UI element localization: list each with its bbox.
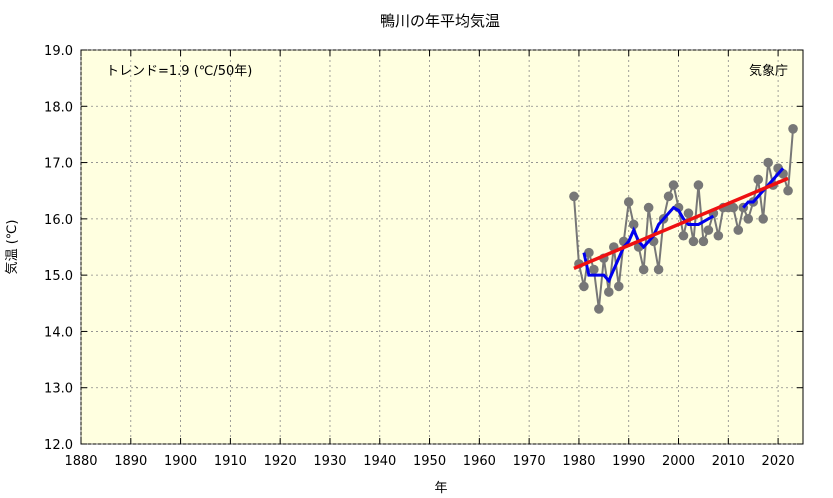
annual-point <box>628 219 639 230</box>
x-tick-label: 1930 <box>313 454 346 469</box>
moving-average-line <box>582 205 715 284</box>
annual-point <box>753 174 763 185</box>
annual-point <box>733 225 744 235</box>
annual-point <box>693 180 704 190</box>
y-tick-label: 12.0 <box>44 438 73 453</box>
y-tick-label: 13.0 <box>44 382 73 397</box>
annual-point <box>594 304 604 314</box>
annual-point <box>663 191 674 202</box>
annual-point <box>638 264 649 275</box>
series <box>569 124 798 314</box>
annual-point <box>683 208 694 219</box>
y-tick-label: 19.0 <box>44 44 73 59</box>
y-tick-label: 16.0 <box>44 213 73 228</box>
annual-point <box>728 202 739 213</box>
x-tick-label: 1910 <box>214 454 247 469</box>
x-tick-label: 2000 <box>662 454 695 469</box>
plot-area <box>80 49 804 445</box>
y-axis-label: 気温 (℃) <box>4 220 20 275</box>
x-tick-label: 1890 <box>114 454 147 469</box>
annual-point <box>584 247 594 258</box>
annual-point <box>579 281 589 292</box>
x-tick-label: 1880 <box>64 454 97 469</box>
y-tick-label: 15.0 <box>44 269 73 284</box>
y-tick-label: 17.0 <box>44 157 73 172</box>
annual-point <box>783 185 793 196</box>
trend-annotation: トレンド=1.9 (℃/50年) <box>106 64 252 79</box>
x-tick-label: 1950 <box>413 454 446 469</box>
annual-point <box>604 287 614 297</box>
annual-point <box>613 281 624 292</box>
x-tick-label: 1960 <box>463 454 496 469</box>
x-axis-label: 年 <box>434 481 447 496</box>
annual-point <box>653 264 664 275</box>
x-tick-label: 1920 <box>264 454 297 469</box>
x-tick-label: 1990 <box>612 454 645 469</box>
x-axis-ticks: 1880 1890 1900 1910 1920 1930 1940 1950 1960 1970… <box>64 50 795 469</box>
annual-point <box>623 197 634 207</box>
x-tick-label: 2020 <box>762 454 795 469</box>
annual-point <box>758 214 768 224</box>
y-axis-ticks: 12.0 13.0 14.0 15.0 16.0 17.0 18.0 19.0 <box>44 44 803 453</box>
x-tick-label: 1970 <box>513 454 546 469</box>
trend-line <box>573 176 789 271</box>
x-tick-label: 1980 <box>562 454 595 469</box>
annual-point <box>668 180 679 190</box>
annual-point <box>688 236 699 247</box>
x-tick-label: 1900 <box>164 454 197 469</box>
annual-point <box>569 191 579 202</box>
annual-point <box>713 230 724 241</box>
y-tick-label: 18.0 <box>44 100 73 115</box>
annual-point <box>678 230 689 241</box>
annual-point <box>703 225 714 235</box>
annual-point <box>643 202 654 213</box>
x-tick-label: 2010 <box>712 454 745 469</box>
x-tick-label: 1940 <box>363 454 396 469</box>
annual-point <box>788 124 798 134</box>
grid <box>80 49 803 445</box>
annual-point <box>698 236 709 247</box>
annual-point <box>589 264 599 275</box>
source-label: 気象庁 <box>749 63 788 79</box>
annual-point <box>743 214 754 224</box>
chart-title: 鴨川の年平均気温 <box>380 12 500 30</box>
annual-point <box>763 157 773 168</box>
moving-average-line <box>742 167 785 209</box>
y-tick-label: 14.0 <box>44 325 73 340</box>
